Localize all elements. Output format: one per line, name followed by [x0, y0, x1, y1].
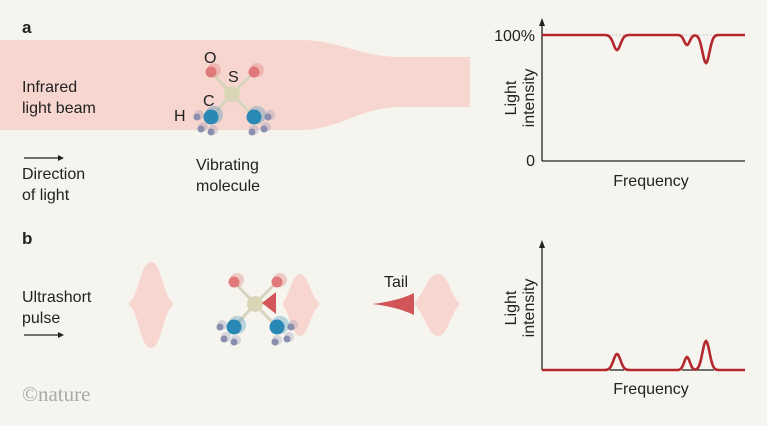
chart-b: Light intensity Frequency	[503, 240, 745, 398]
y-tick-0: 0	[526, 153, 535, 170]
hydrogen-atom	[248, 128, 256, 136]
y-tick-100: 100%	[494, 28, 535, 45]
direction-arrow-icon	[24, 155, 64, 161]
transmission-curve	[542, 33, 745, 65]
pulse-label-line2: pulse	[22, 310, 60, 327]
pulse-tail	[372, 293, 414, 315]
x-axis-label: Frequency	[613, 173, 689, 190]
panel-a-letter: a	[22, 18, 32, 37]
y-axis-label-line1: Light	[503, 80, 520, 115]
hydrogen-atom	[220, 335, 228, 343]
hydrogen-atom	[271, 338, 279, 346]
atom-label-o: O	[204, 50, 216, 67]
y-axis-arrow-icon	[539, 18, 545, 26]
carbon-atom	[246, 109, 262, 125]
pulse-label-line1: Ultrashort	[22, 289, 92, 306]
pulse-arrow-icon	[24, 332, 64, 338]
atom-label-h: H	[174, 108, 186, 125]
oxygen-atom	[205, 66, 217, 78]
molecule-a	[193, 63, 275, 136]
direction-label-line1: Direction	[22, 166, 85, 183]
molecule-b	[216, 273, 298, 346]
y-axis-label-line1: Light	[503, 290, 520, 325]
hydrogen-atom	[287, 323, 295, 331]
carbon-atom	[226, 319, 242, 335]
beam-label-line2: light beam	[22, 100, 96, 117]
hydrogen-atom	[197, 125, 205, 133]
pulse-after	[414, 274, 460, 336]
infrared-beam	[0, 40, 470, 130]
molecule-label-line1: Vibrating	[196, 157, 259, 174]
panel-b-letter: b	[22, 229, 32, 248]
carbon-atom	[203, 109, 219, 125]
emission-curve	[542, 339, 745, 372]
ultrashort-pulse	[128, 262, 174, 348]
oxygen-atom	[248, 66, 260, 78]
hydrogen-atom	[193, 113, 201, 121]
hydrogen-atom	[264, 113, 272, 121]
hydrogen-atom	[230, 338, 238, 346]
sulfur-atom	[224, 86, 240, 102]
sulfur-atom	[247, 296, 263, 312]
oxygen-atom	[271, 276, 283, 288]
oxygen-atom	[228, 276, 240, 288]
tail-label: Tail	[384, 274, 408, 291]
beam-label-line1: Infrared	[22, 79, 77, 96]
nature-logo: ©nature	[22, 382, 90, 406]
hydrogen-atom	[283, 335, 291, 343]
y-axis-label-line2: intensity	[521, 279, 538, 338]
tail-at-molecule	[262, 292, 276, 314]
y-axis-label-line2: intensity	[521, 69, 538, 128]
y-axis-arrow-icon	[539, 240, 545, 248]
carbon-atom	[269, 319, 285, 335]
hydrogen-atom	[207, 128, 215, 136]
x-axis-label: Frequency	[613, 381, 689, 398]
chart-a: 100% 0 Light intensity Frequency	[494, 18, 745, 190]
atom-label-c: C	[203, 93, 215, 110]
hydrogen-atom	[216, 323, 224, 331]
pulse-at-molecule	[282, 274, 320, 336]
molecule-label-line2: molecule	[196, 178, 260, 195]
atom-label-s: S	[228, 69, 239, 86]
direction-label-line2: of light	[22, 187, 70, 204]
hydrogen-atom	[260, 125, 268, 133]
